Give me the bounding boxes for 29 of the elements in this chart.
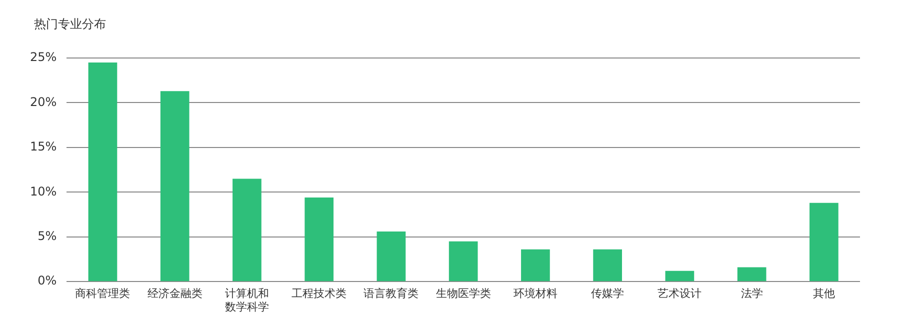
bar	[376, 232, 406, 282]
bar	[810, 202, 838, 282]
x-tick-label: 艺术设计	[658, 287, 702, 300]
bar	[521, 249, 550, 282]
x-tick-label: 法学	[740, 287, 763, 300]
bar	[665, 270, 694, 282]
y-tick-label: 5%	[38, 229, 57, 244]
bar	[232, 178, 262, 282]
bar	[88, 62, 118, 282]
x-tick-label: 工程技术类	[292, 287, 347, 300]
x-tick-label: 其他	[812, 287, 835, 300]
bar	[448, 241, 478, 282]
x-tick-label: 环境材料	[513, 287, 558, 300]
y-tick-label: 25%	[30, 50, 57, 64]
y-tick-label: 20%	[30, 94, 57, 109]
x-tick-label: 经济金融类	[147, 287, 202, 300]
y-tick-label: 10%	[30, 184, 57, 198]
x-tick-label: 商科管理类	[75, 287, 130, 300]
y-tick-label: 15%	[30, 140, 57, 154]
x-tick-label: 传媒学	[591, 287, 624, 300]
x-tick-label: 语言教育类	[364, 287, 419, 300]
bar	[304, 198, 334, 282]
bar	[737, 267, 766, 282]
chart-title: 热门专业分布	[34, 16, 106, 33]
x-tick-label: 计算机和数学科学	[224, 287, 269, 314]
bar	[593, 249, 622, 282]
bar	[160, 91, 190, 282]
y-tick-label: 0%	[38, 274, 57, 288]
x-tick-label: 生物医学类	[436, 287, 491, 300]
